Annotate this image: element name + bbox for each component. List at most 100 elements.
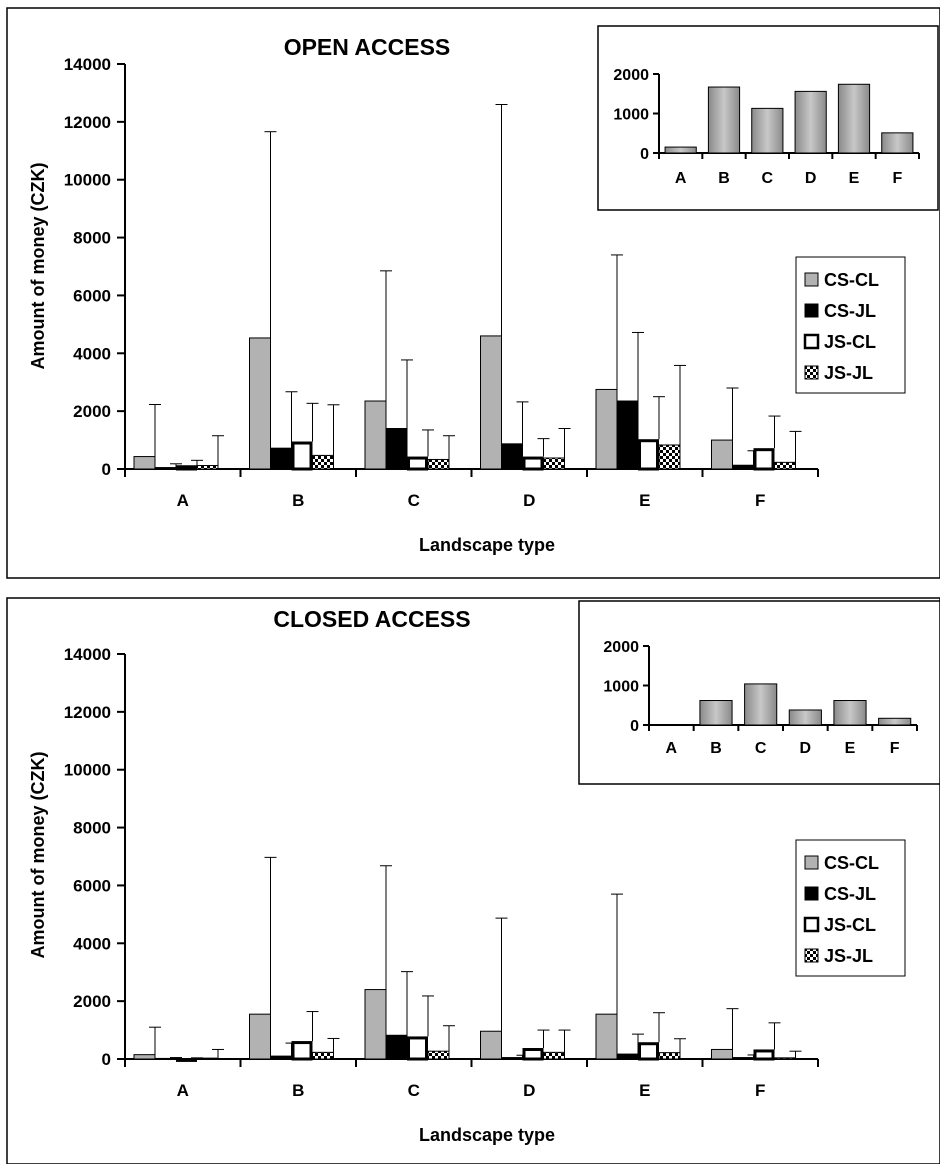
legend-swatch-cs-cl xyxy=(804,272,819,287)
inset-bar xyxy=(664,146,697,154)
bar-js-jl xyxy=(543,457,565,470)
chart-title: OPEN ACCESS xyxy=(284,34,451,60)
bar-js-cl xyxy=(753,448,775,471)
bar-cs-jl xyxy=(616,1053,639,1060)
x-tick-label: B xyxy=(292,1081,304,1100)
legend-label-cs-cl: CS-CL xyxy=(824,270,879,290)
legend-label-js-jl: JS-JL xyxy=(824,946,873,966)
x-tick-label: C xyxy=(408,491,420,510)
bar-js-jl xyxy=(774,461,796,470)
y-tick-label: 8000 xyxy=(73,229,111,248)
inset-y-tick-label: 2000 xyxy=(603,639,639,656)
inset-bar xyxy=(707,86,741,154)
y-tick-label: 0 xyxy=(102,1050,111,1069)
inset-x-tick-label: A xyxy=(666,740,678,757)
inset-x-tick-label: F xyxy=(892,170,902,187)
y-tick-label: 10000 xyxy=(64,171,111,190)
bar-js-cl xyxy=(638,1042,659,1061)
chart-panel-2: CLOSED ACCESS020004000600080001000012000… xyxy=(6,597,940,1165)
bar-js-jl xyxy=(658,444,681,470)
bar-cs-jl xyxy=(732,464,754,470)
bar-cs-cl xyxy=(595,1013,618,1060)
y-axis-label: Amount of money (CZK) xyxy=(28,752,48,959)
inset-x-tick-label: E xyxy=(849,170,860,187)
x-tick-label: A xyxy=(177,491,189,510)
inset-bar xyxy=(699,700,733,726)
bar-cs-cl xyxy=(249,337,271,470)
inset-y-tick-label: 1000 xyxy=(613,107,649,124)
chart-title: CLOSED ACCESS xyxy=(273,606,470,632)
y-tick-label: 14000 xyxy=(64,55,111,74)
y-axis-label: Amount of money (CZK) xyxy=(28,163,48,370)
bar-js-jl xyxy=(312,1051,334,1060)
bar-cs-cl xyxy=(480,335,502,470)
bar-js-jl xyxy=(543,1051,565,1060)
inset-chart: 0 1000 2000 A B C D E F xyxy=(597,25,939,211)
x-tick-label: E xyxy=(639,1081,650,1100)
inset-bar xyxy=(654,724,688,726)
bar-js-jl xyxy=(658,1052,681,1060)
legend-swatch-js-jl xyxy=(804,948,819,963)
bar-js-cl xyxy=(176,1058,197,1062)
legend-label-js-cl: JS-CL xyxy=(824,915,876,935)
bar-cs-jl xyxy=(154,467,177,470)
bar-js-cl xyxy=(291,1041,313,1061)
y-tick-label: 8000 xyxy=(73,819,111,838)
y-tick-label: 4000 xyxy=(73,934,111,953)
y-tick-label: 10000 xyxy=(64,761,111,780)
inset-x-tick-label: B xyxy=(710,740,722,757)
y-tick-label: 2000 xyxy=(73,992,111,1011)
bar-cs-jl xyxy=(270,1055,292,1060)
y-tick-label: 4000 xyxy=(73,344,111,363)
bar-js-cl xyxy=(522,456,544,471)
x-tick-label: E xyxy=(639,491,650,510)
inset-bar xyxy=(881,132,914,154)
inset-x-tick-label: E xyxy=(845,740,856,757)
x-tick-label: A xyxy=(177,1081,189,1100)
x-axis-label: Landscape type xyxy=(419,535,555,555)
inset-y-tick-label: 1000 xyxy=(603,679,639,696)
legend-swatch-cs-jl xyxy=(804,303,819,318)
inset-bar xyxy=(833,700,867,726)
inset-bar xyxy=(878,717,912,726)
bar-js-jl xyxy=(774,1057,796,1060)
bar-js-cl xyxy=(407,1036,428,1061)
bar-cs-cl xyxy=(711,1048,733,1060)
legend-label-cs-jl: CS-JL xyxy=(824,301,876,321)
inset-bar xyxy=(744,683,778,726)
inset-y-tick-label: 0 xyxy=(630,718,639,735)
y-tick-label: 0 xyxy=(102,460,111,479)
legend-swatch-cs-jl xyxy=(804,886,819,901)
x-tick-label: F xyxy=(755,491,765,510)
x-tick-label: B xyxy=(292,491,304,510)
bar-cs-cl xyxy=(249,1013,271,1060)
legend-label-cs-cl: CS-CL xyxy=(824,853,879,873)
x-tick-label: C xyxy=(408,1081,420,1100)
inset-x-tick-label: C xyxy=(755,740,767,757)
bar-cs-cl xyxy=(595,388,618,470)
inset-bar xyxy=(751,107,784,154)
panel-frame xyxy=(6,7,940,579)
inset-x-tick-label: D xyxy=(800,740,812,757)
inset-bar xyxy=(837,83,871,154)
inset-x-tick-label: B xyxy=(718,170,730,187)
x-axis-label: Landscape type xyxy=(419,1125,555,1145)
bar-cs-jl xyxy=(385,428,408,470)
chart-panel-1: OPEN ACCESS02000400060008000100001200014… xyxy=(6,7,940,579)
bar-cs-jl xyxy=(154,1057,177,1060)
bar-cs-jl xyxy=(385,1034,408,1060)
inset-x-tick-label: A xyxy=(675,170,687,187)
x-tick-label: F xyxy=(755,1081,765,1100)
y-tick-label: 12000 xyxy=(64,113,111,132)
bar-js-jl xyxy=(196,1057,219,1060)
bar-js-cl xyxy=(407,456,428,471)
bar-js-cl xyxy=(522,1048,544,1061)
y-tick-label: 14000 xyxy=(64,645,111,664)
bar-cs-jl xyxy=(501,1057,523,1060)
bar-cs-cl xyxy=(364,400,387,470)
bar-cs-cl xyxy=(364,989,387,1060)
bar-js-jl xyxy=(312,454,334,470)
y-tick-label: 12000 xyxy=(64,703,111,722)
bar-cs-jl xyxy=(732,1057,754,1060)
